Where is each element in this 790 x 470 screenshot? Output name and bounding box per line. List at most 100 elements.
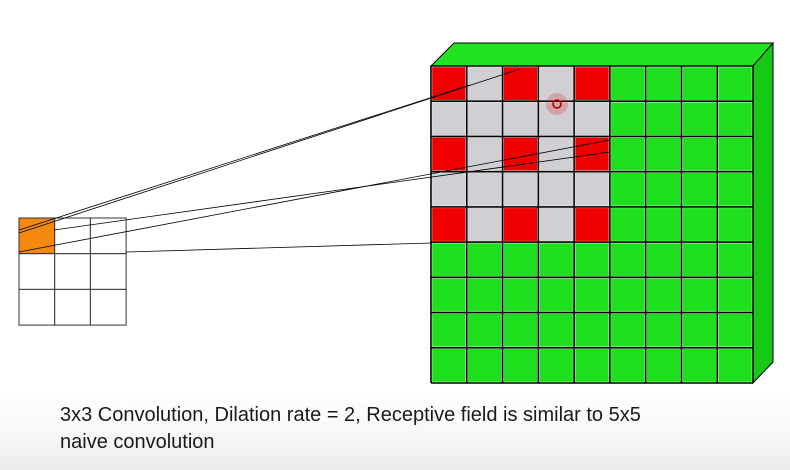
input-cell bbox=[682, 348, 717, 382]
input-cell bbox=[467, 348, 502, 382]
projection-line bbox=[18, 139, 611, 253]
input-cell bbox=[539, 313, 573, 347]
kernel-cell bbox=[54, 217, 91, 255]
input-cell bbox=[539, 243, 573, 277]
input-cell bbox=[611, 278, 645, 312]
kernel-grid bbox=[18, 217, 127, 326]
input-cell bbox=[467, 102, 502, 136]
input-cell bbox=[503, 137, 538, 171]
projection-line bbox=[18, 68, 521, 234]
input-cell bbox=[467, 172, 502, 206]
input-cell bbox=[432, 208, 466, 241]
input-cell bbox=[611, 208, 645, 241]
cursor-glow bbox=[546, 93, 568, 115]
mouse-cursor-highlight bbox=[546, 93, 568, 115]
input-cell bbox=[611, 313, 645, 347]
input-cell bbox=[611, 348, 645, 382]
input-cell bbox=[682, 278, 717, 312]
input-cell bbox=[503, 102, 538, 136]
projection-line bbox=[125, 242, 432, 253]
input-cell bbox=[467, 278, 502, 312]
input-cell bbox=[575, 313, 609, 347]
caption-band bbox=[0, 392, 790, 470]
input-cell bbox=[503, 243, 538, 277]
input-cell bbox=[467, 208, 502, 241]
input-cell bbox=[503, 67, 538, 101]
input-cell bbox=[432, 348, 466, 382]
projection-line bbox=[18, 84, 471, 231]
input-cell bbox=[646, 102, 681, 136]
input-cell bbox=[718, 137, 752, 171]
input-cell bbox=[467, 243, 502, 277]
cursor-ring bbox=[552, 99, 562, 109]
kernel-cell bbox=[18, 253, 56, 290]
input-cell bbox=[646, 313, 681, 347]
input-cell bbox=[432, 243, 466, 277]
input-cell bbox=[718, 208, 752, 241]
kernel-cell bbox=[18, 288, 56, 326]
input-cell bbox=[575, 243, 609, 277]
input-cell bbox=[682, 137, 717, 171]
input-cell bbox=[718, 278, 752, 312]
input-cell bbox=[467, 67, 502, 101]
input-volume-side-face bbox=[752, 41, 774, 385]
kernel-cell bbox=[54, 253, 91, 290]
input-cell bbox=[646, 67, 681, 101]
input-cell bbox=[432, 137, 466, 171]
input-cell bbox=[432, 102, 466, 136]
input-cell bbox=[575, 208, 609, 241]
kernel-cell bbox=[89, 217, 127, 255]
input-cell bbox=[467, 313, 502, 347]
input-cell bbox=[646, 208, 681, 241]
input-cell bbox=[575, 137, 609, 171]
input-cell bbox=[539, 137, 573, 171]
input-cell bbox=[718, 313, 752, 347]
caption-line-2: naive convolution bbox=[60, 431, 215, 453]
input-volume-top-face bbox=[429, 42, 775, 67]
input-cell bbox=[575, 102, 609, 136]
input-cell bbox=[646, 137, 681, 171]
input-cell bbox=[718, 102, 752, 136]
input-cell bbox=[611, 67, 645, 101]
input-cell bbox=[539, 348, 573, 382]
input-cell bbox=[682, 243, 717, 277]
projection-lines bbox=[18, 68, 611, 253]
input-cell bbox=[539, 67, 573, 101]
input-cell bbox=[682, 67, 717, 101]
input-cell bbox=[503, 172, 538, 206]
input-cell bbox=[432, 172, 466, 206]
input-cell bbox=[646, 348, 681, 382]
input-cell bbox=[575, 278, 609, 312]
input-cell bbox=[682, 172, 717, 206]
input-cell bbox=[503, 208, 538, 241]
kernel-cell bbox=[89, 288, 127, 326]
input-cell bbox=[432, 278, 466, 312]
input-cell bbox=[503, 313, 538, 347]
input-cell bbox=[539, 208, 573, 241]
input-cell bbox=[503, 278, 538, 312]
input-cell bbox=[682, 208, 717, 241]
input-cell bbox=[646, 278, 681, 312]
input-cell bbox=[432, 67, 466, 101]
input-cell bbox=[539, 278, 573, 312]
input-cell bbox=[432, 313, 466, 347]
input-cell bbox=[467, 137, 502, 171]
projection-line bbox=[53, 151, 611, 231]
input-cell bbox=[682, 313, 717, 347]
kernel-cell bbox=[54, 288, 91, 326]
input-cell bbox=[611, 137, 645, 171]
input-cell bbox=[611, 102, 645, 136]
input-cell bbox=[718, 348, 752, 382]
input-cell bbox=[718, 67, 752, 101]
input-cell bbox=[503, 348, 538, 382]
dilated-convolution-diagram bbox=[18, 41, 775, 385]
input-cell bbox=[611, 172, 645, 206]
kernel-cell bbox=[89, 253, 127, 290]
input-cell bbox=[575, 348, 609, 382]
input-cell bbox=[575, 172, 609, 206]
input-cell bbox=[718, 243, 752, 277]
input-grid bbox=[430, 65, 754, 384]
caption-line-1: 3x3 Convolution, Dilation rate = 2, Rece… bbox=[60, 404, 641, 426]
input-cell bbox=[646, 172, 681, 206]
input-cell bbox=[646, 243, 681, 277]
